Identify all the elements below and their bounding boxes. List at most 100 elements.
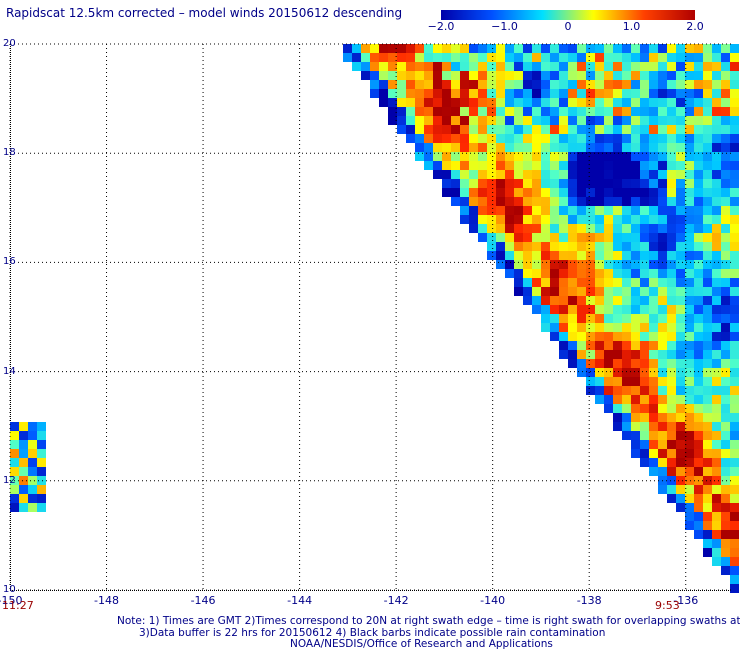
wind-diff-cell bbox=[730, 170, 739, 179]
wind-diff-cell bbox=[514, 98, 523, 107]
wind-diff-cell bbox=[352, 53, 361, 62]
wind-diff-cell bbox=[622, 98, 631, 107]
wind-diff-cell bbox=[676, 404, 685, 413]
wind-diff-cell bbox=[523, 287, 532, 296]
wind-diff-cell bbox=[676, 161, 685, 170]
wind-diff-cell bbox=[712, 332, 721, 341]
wind-diff-cell bbox=[595, 287, 604, 296]
wind-diff-cell bbox=[577, 233, 586, 242]
wind-diff-cell bbox=[730, 71, 739, 80]
wind-diff-cell bbox=[694, 377, 703, 386]
wind-diff-cell bbox=[19, 467, 28, 476]
wind-diff-cell bbox=[613, 359, 622, 368]
wind-diff-cell bbox=[667, 269, 676, 278]
wind-diff-cell bbox=[694, 368, 703, 377]
wind-diff-cell bbox=[730, 188, 739, 197]
wind-diff-cell bbox=[649, 161, 658, 170]
wind-diff-cell bbox=[505, 188, 514, 197]
wind-diff-cell bbox=[649, 287, 658, 296]
wind-diff-cell bbox=[730, 566, 739, 575]
wind-diff-cell bbox=[694, 98, 703, 107]
wind-diff-cell bbox=[604, 359, 613, 368]
wind-diff-cell bbox=[532, 197, 541, 206]
wind-diff-cell bbox=[451, 98, 460, 107]
wind-diff-cell bbox=[712, 359, 721, 368]
wind-diff-cell bbox=[577, 359, 586, 368]
wind-diff-cell bbox=[730, 233, 739, 242]
wind-diff-cell bbox=[712, 485, 721, 494]
wind-diff-cell bbox=[460, 197, 469, 206]
wind-diff-cell bbox=[505, 233, 514, 242]
wind-diff-cell bbox=[649, 269, 658, 278]
wind-diff-cell bbox=[649, 341, 658, 350]
wind-diff-cell bbox=[595, 323, 604, 332]
wind-diff-cell bbox=[712, 206, 721, 215]
wind-diff-cell bbox=[685, 314, 694, 323]
wind-diff-cell bbox=[640, 161, 649, 170]
wind-diff-cell bbox=[577, 152, 586, 161]
wind-diff-cell bbox=[703, 179, 712, 188]
wind-diff-cell bbox=[658, 440, 667, 449]
wind-diff-cell bbox=[694, 62, 703, 71]
wind-diff-cell bbox=[631, 377, 640, 386]
wind-diff-cell bbox=[442, 53, 451, 62]
wind-diff-cell bbox=[667, 206, 676, 215]
wind-diff-cell bbox=[514, 287, 523, 296]
wind-diff-cell bbox=[595, 377, 604, 386]
colorbar-tick-label: 0 bbox=[564, 20, 572, 33]
wind-diff-cell bbox=[550, 197, 559, 206]
wind-diff-cell bbox=[667, 134, 676, 143]
wind-diff-cell bbox=[604, 260, 613, 269]
x-tick-label: -136 bbox=[673, 594, 699, 607]
wind-diff-cell bbox=[550, 125, 559, 134]
wind-diff-cell bbox=[721, 134, 730, 143]
wind-diff-cell bbox=[721, 431, 730, 440]
wind-diff-cell bbox=[550, 107, 559, 116]
wind-diff-cell bbox=[559, 44, 568, 53]
wind-diff-cell bbox=[550, 116, 559, 125]
wind-diff-cell bbox=[10, 503, 19, 512]
wind-diff-cell bbox=[604, 386, 613, 395]
wind-diff-cell bbox=[577, 62, 586, 71]
wind-diff-cell bbox=[433, 62, 442, 71]
wind-diff-cell bbox=[721, 467, 730, 476]
wind-diff-cell bbox=[694, 179, 703, 188]
wind-diff-cell bbox=[712, 215, 721, 224]
wind-diff-cell bbox=[613, 233, 622, 242]
wind-diff-cell bbox=[649, 350, 658, 359]
wind-diff-cell bbox=[631, 116, 640, 125]
wind-diff-cell bbox=[388, 116, 397, 125]
wind-diff-cell bbox=[568, 98, 577, 107]
wind-diff-cell bbox=[694, 80, 703, 89]
wind-diff-cell bbox=[568, 341, 577, 350]
wind-diff-cell bbox=[442, 188, 451, 197]
wind-diff-cell bbox=[658, 152, 667, 161]
wind-diff-cell bbox=[640, 116, 649, 125]
wind-diff-cell bbox=[676, 53, 685, 62]
wind-diff-cell bbox=[496, 179, 505, 188]
wind-diff-cell bbox=[37, 503, 46, 512]
wind-diff-cell bbox=[523, 215, 532, 224]
wind-diff-cell bbox=[622, 260, 631, 269]
wind-diff-cell bbox=[694, 422, 703, 431]
wind-diff-cell bbox=[721, 188, 730, 197]
wind-diff-cell bbox=[721, 440, 730, 449]
wind-diff-cell bbox=[667, 161, 676, 170]
wind-diff-cell bbox=[712, 269, 721, 278]
wind-diff-cell bbox=[667, 359, 676, 368]
wind-diff-cell bbox=[460, 134, 469, 143]
wind-diff-cell bbox=[505, 134, 514, 143]
wind-diff-cell bbox=[586, 323, 595, 332]
wind-diff-cell bbox=[37, 422, 46, 431]
x-tick-label: -148 bbox=[94, 594, 120, 607]
wind-diff-cell bbox=[712, 431, 721, 440]
wind-diff-cell bbox=[721, 566, 730, 575]
wind-diff-cell bbox=[622, 350, 631, 359]
wind-diff-cell bbox=[586, 116, 595, 125]
wind-diff-cell bbox=[577, 296, 586, 305]
wind-diff-cell bbox=[730, 80, 739, 89]
wind-diff-cell bbox=[478, 188, 487, 197]
wind-diff-cell bbox=[667, 368, 676, 377]
wind-diff-cell bbox=[658, 296, 667, 305]
wind-diff-cell bbox=[703, 269, 712, 278]
